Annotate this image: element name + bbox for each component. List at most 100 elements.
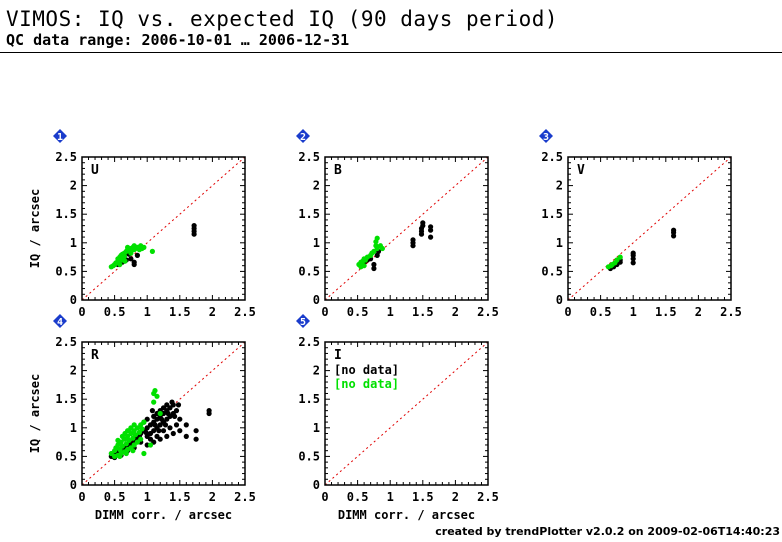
data-point: [119, 443, 125, 449]
no-data-label: [no data]: [334, 363, 399, 377]
panel-badge-icon: [539, 129, 553, 143]
panel-badge-icon: [296, 314, 310, 328]
data-point: [164, 433, 170, 439]
y-axis-label: IQ / arcsec: [28, 374, 42, 453]
y-tick-label: 1.5: [298, 207, 320, 221]
y-tick-label: 0: [70, 293, 77, 307]
data-point: [193, 436, 199, 442]
panel-filter-label: R: [91, 348, 99, 363]
x-axis-label: DIMM corr. / arcsec: [338, 508, 475, 522]
data-point: [169, 399, 175, 405]
x-tick-label: 0: [321, 305, 328, 319]
y-tick-label: 1: [70, 421, 77, 435]
data-point: [154, 393, 160, 399]
data-point: [191, 223, 197, 229]
y-tick-label: 2.5: [55, 150, 77, 164]
panel-number: 4: [57, 317, 63, 328]
x-tick-label: 1: [144, 305, 151, 319]
panel-badge-icon: [296, 129, 310, 143]
y-tick-label: 2: [313, 179, 320, 193]
x-tick-label: 2.5: [234, 490, 256, 504]
data-point: [131, 261, 137, 268]
data-point: [141, 419, 147, 425]
y-tick-label: 1: [70, 236, 77, 250]
data-point: [428, 234, 434, 240]
x-tick-label: 1: [387, 305, 394, 319]
panel-filter-label: V: [577, 163, 585, 178]
x-tick-label: 0: [78, 305, 85, 319]
data-point: [410, 237, 416, 243]
x-tick-label: 1.5: [412, 305, 434, 319]
y-axis-label: IQ / arcsec: [28, 189, 42, 268]
y-tick-label: 0: [70, 478, 77, 492]
data-point: [123, 450, 129, 457]
page-subtitle: QC data range: 2006-10-01 … 2006-12-31: [6, 31, 350, 49]
data-point: [149, 248, 155, 254]
data-point: [183, 422, 189, 428]
panel-5: 50 0.5 1 1.5 2 2.500.511.522.5I[no data][no d…: [296, 314, 499, 522]
x-tick-label: 2.5: [720, 305, 742, 319]
diagonal-line: [81, 341, 246, 486]
y-tick-label: 0.5: [55, 449, 77, 463]
data-point: [139, 426, 145, 432]
data-point: [173, 422, 180, 428]
footer-credit: created by trendPlotter v2.0.2 on 2009-0…: [435, 525, 780, 538]
data-point: [141, 244, 147, 250]
x-tick-label: 2.5: [234, 305, 256, 319]
data-point: [143, 429, 149, 435]
panel-filter-label: B: [334, 163, 342, 178]
data-point: [379, 245, 385, 252]
data-point: [122, 430, 128, 437]
panel-2: 2 0 0.5 1 1.5 2 2.5 0 0.5 1 1.5 2 2.5 B: [296, 129, 499, 319]
data-point: [206, 410, 212, 417]
y-tick-label: 0.5: [541, 264, 563, 278]
x-tick-label: 2.5: [477, 490, 499, 504]
data-point: [147, 442, 154, 448]
y-tick-label: 0: [556, 293, 563, 307]
x-tick-label: 1.5: [655, 305, 677, 319]
data-point: [361, 263, 367, 269]
y-tick-label: 0.5: [55, 264, 77, 278]
plot-frame: [567, 156, 732, 301]
data-point: [126, 428, 132, 434]
y-tick-label: 2: [556, 179, 563, 193]
panel-filter-label: U: [91, 163, 99, 178]
data-point: [131, 422, 137, 428]
diagonal-line: [567, 156, 732, 301]
x-tick-label: 1.5: [412, 490, 434, 504]
data-point: [112, 453, 118, 459]
data-point: [172, 413, 178, 419]
data-point: [158, 416, 165, 422]
plot-frame: [324, 341, 489, 486]
data-point: [160, 428, 167, 434]
x-tick-label: 1.5: [169, 305, 191, 319]
data-point: [157, 436, 163, 442]
data-point: [167, 425, 173, 431]
x-tick-label: 2: [209, 305, 216, 319]
y-tick-label: 1.5: [55, 207, 77, 221]
data-point: [152, 388, 158, 394]
data-point: [630, 260, 636, 266]
y-tick-label: 2: [70, 364, 77, 378]
data-point: [122, 258, 128, 264]
y-tick-label: 2.5: [298, 150, 320, 164]
panel-number: 3: [543, 132, 549, 143]
data-point: [175, 402, 182, 408]
x-tick-label: 1.5: [169, 490, 191, 504]
data-point: [165, 410, 171, 417]
data-point: [128, 250, 134, 256]
y-tick-label: 1: [313, 421, 320, 435]
data-point: [151, 399, 157, 405]
diagonal-line: [324, 341, 489, 486]
data-point: [156, 428, 162, 434]
data-point: [193, 428, 199, 434]
x-tick-label: 0: [78, 490, 85, 504]
y-tick-label: 1: [313, 236, 320, 250]
panel-filter-label: I: [334, 348, 342, 363]
data-point: [420, 220, 426, 226]
panel-3: 3 0 0.5 1 1.5 2 2.5 0 0.5 1 1.5 2 2.5 V: [539, 129, 742, 319]
data-point: [170, 430, 176, 437]
y-tick-label: 0.5: [298, 264, 320, 278]
x-tick-label: 1: [630, 305, 637, 319]
no-data-label: [no data]: [334, 377, 399, 391]
